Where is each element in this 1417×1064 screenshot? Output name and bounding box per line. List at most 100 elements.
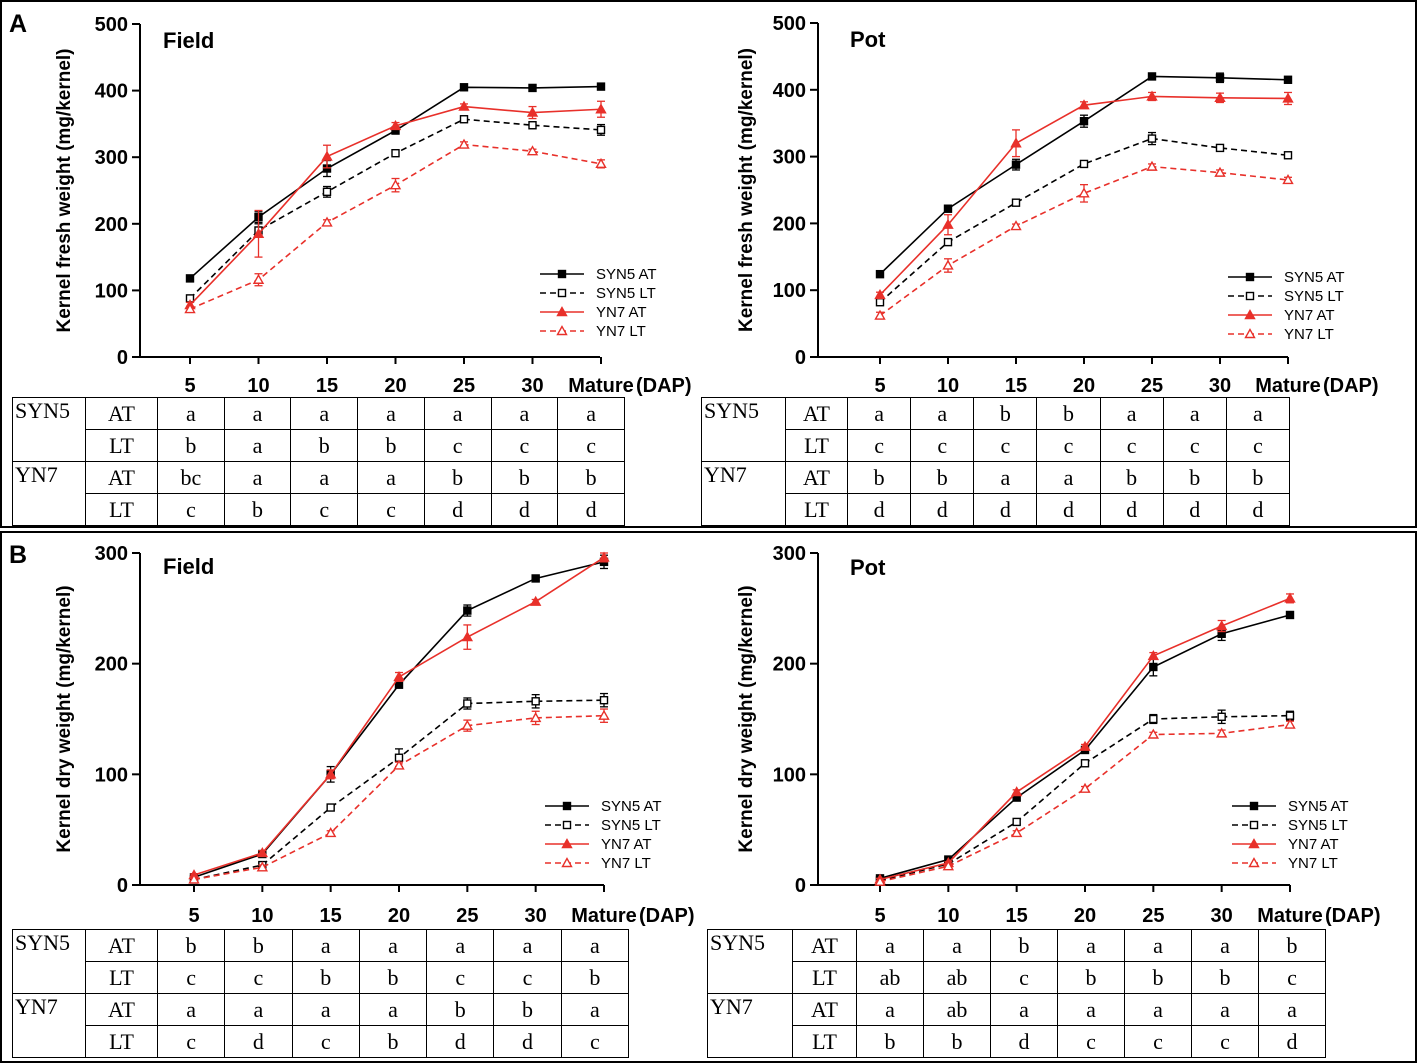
chart3-point-syn5-at xyxy=(463,606,472,615)
significance-letter: a xyxy=(358,929,428,962)
significance-letter: ab xyxy=(923,961,991,994)
chart1-y-tick-label: 300 xyxy=(95,147,128,169)
significance-letter: a xyxy=(357,461,425,494)
chart1-legend-label-syn5-lt: SYN5 LT xyxy=(596,285,656,302)
chart3-point-syn5-at xyxy=(394,680,404,689)
significance-letter: c xyxy=(156,961,226,994)
chart1-point-yn7-at xyxy=(389,119,402,131)
temperature-label: AT xyxy=(85,993,158,1026)
significance-letter: a xyxy=(910,397,975,430)
significance-letter: a xyxy=(290,461,359,494)
chart2-point-syn5-at xyxy=(943,204,953,213)
temperature-label: AT xyxy=(85,397,158,430)
chart3-y-tick-label: 300 xyxy=(95,543,128,565)
chart2-point-yn7-lt xyxy=(1078,187,1090,198)
chart2-point-yn7-at xyxy=(874,288,886,300)
chart4-x-tick-label: 30 xyxy=(1211,905,1233,927)
chart4-point-yn7-at xyxy=(1215,620,1228,631)
significance-letter: a xyxy=(1036,461,1101,494)
significance-letter: a xyxy=(1225,397,1291,430)
chart3-legend-label-syn5-at: SYN5 AT xyxy=(601,798,662,815)
chart1-point-yn7-lt xyxy=(458,138,470,149)
chart3-x-tick-label: Mature xyxy=(571,905,637,927)
significance-letter: a xyxy=(157,397,225,430)
significance-letter: a xyxy=(291,929,360,962)
chart2-legend-label-yn7-at: YN7 AT xyxy=(1284,307,1335,324)
chart4-x-tick-label: 10 xyxy=(937,905,959,927)
significance-letter: a xyxy=(1124,993,1192,1026)
chart4-legend-marker-yn7-lt xyxy=(1248,857,1260,868)
chart2-point-syn5-at xyxy=(1147,72,1157,81)
chart1-legend-label-yn7-lt: YN7 LT xyxy=(596,323,646,340)
significance-letter: a xyxy=(223,397,292,430)
significance-letter: a xyxy=(846,397,912,430)
significance-letter: b xyxy=(290,429,359,462)
chart1-point-yn7-at xyxy=(458,100,470,111)
chart3-point-syn5-lt xyxy=(463,699,472,708)
chart1-series-line-syn5-lt xyxy=(189,118,602,299)
significance-letter: b xyxy=(357,429,425,462)
chart4-x-axis-unit: (DAP) xyxy=(1325,905,1381,927)
temperature-label: LT xyxy=(85,429,158,462)
significance-letter: c xyxy=(1225,429,1291,462)
significance-letter: c xyxy=(493,961,562,994)
chart2-y-tick-label: 500 xyxy=(773,13,806,35)
chart3-y-axis-label: Kernel dry weight (mg/kernel) xyxy=(54,585,75,852)
chart4-y-tick-label: 200 xyxy=(773,654,806,676)
chart4-y-tick-label: 0 xyxy=(795,875,806,897)
chart4-series-line-yn7-at xyxy=(879,597,1291,881)
significance-letter: b xyxy=(358,961,428,994)
chart2-y-tick-label: 300 xyxy=(773,147,806,169)
significance-letter: c xyxy=(846,429,912,462)
significance-row: SYN5 AT a a b a a a b xyxy=(707,929,1326,994)
chart1-legend-marker-syn5-at xyxy=(557,269,567,279)
chart3-legend-marker-yn7-lt xyxy=(561,857,573,868)
significance-letter: a xyxy=(1162,397,1227,430)
significance-letter: a xyxy=(560,929,630,962)
chart3-legend-label-yn7-at: YN7 AT xyxy=(601,836,652,853)
chart2-point-syn5-lt xyxy=(875,298,885,307)
chart1-point-syn5-at xyxy=(596,82,606,91)
chart2-x-tick-label: Mature xyxy=(1255,375,1321,397)
significance-letter: d xyxy=(1162,493,1227,526)
chart4-x-tick-label: Mature xyxy=(1257,905,1323,927)
chart2-point-syn5-lt xyxy=(1011,198,1021,207)
significance-letter: d xyxy=(910,493,975,526)
significance-letter: b xyxy=(490,461,559,494)
significance-letter: a xyxy=(1258,993,1326,1026)
significance-row: SYN5 AT a a a a a a a xyxy=(12,397,625,462)
chart3-legend-label-syn5-lt: SYN5 LT xyxy=(601,817,661,834)
group-label: SYN5 xyxy=(701,397,786,462)
significance-letter: a xyxy=(560,993,630,1026)
significance-letter: c xyxy=(291,1025,360,1058)
chart1-point-yn7-lt xyxy=(184,303,196,314)
significance-letter: bc xyxy=(157,461,225,494)
significance-letter: a xyxy=(1191,929,1259,962)
chart1-point-syn5-at xyxy=(459,83,469,92)
significance-row: LT b b d c c c d xyxy=(708,1025,1326,1058)
chart2-point-yn7-lt xyxy=(942,259,954,270)
chart3-x-tick-label: 25 xyxy=(456,905,478,927)
significance-table-fresh-field: SYN5 AT a a a a a a a LT b a b b c c c YN7 AT bc a a a b b b LT c b c… xyxy=(12,397,625,526)
significance-letter: b xyxy=(224,929,293,962)
chart3-y-tick-label: 0 xyxy=(117,875,128,897)
significance-letter: ab xyxy=(856,961,924,994)
significance-letter: a xyxy=(973,461,1038,494)
temperature-label: LT xyxy=(85,961,158,994)
chart1-series-line-yn7-at xyxy=(189,105,602,306)
chart2-point-yn7-lt xyxy=(1214,166,1226,177)
significance-letter: a xyxy=(290,397,359,430)
chart3-series-line-syn5-at xyxy=(193,561,605,879)
chart2-point-yn7-lt xyxy=(1282,174,1294,185)
chart2-point-syn5-at xyxy=(1215,73,1225,82)
chart2-x-axis-unit: (DAP) xyxy=(1323,375,1379,397)
chart3-point-syn5-lt xyxy=(531,697,540,706)
significance-letter: b xyxy=(1099,461,1164,494)
chart3-point-yn7-lt xyxy=(461,719,474,730)
significance-letter: a xyxy=(223,429,292,462)
significance-row: YN7 AT a ab a a a a a xyxy=(707,993,1326,1058)
chart4-point-syn5-lt xyxy=(1080,759,1090,768)
chart2-point-syn5-at xyxy=(1079,116,1089,126)
significance-letter: b xyxy=(1258,929,1326,962)
significance-letter: b xyxy=(1191,961,1259,994)
